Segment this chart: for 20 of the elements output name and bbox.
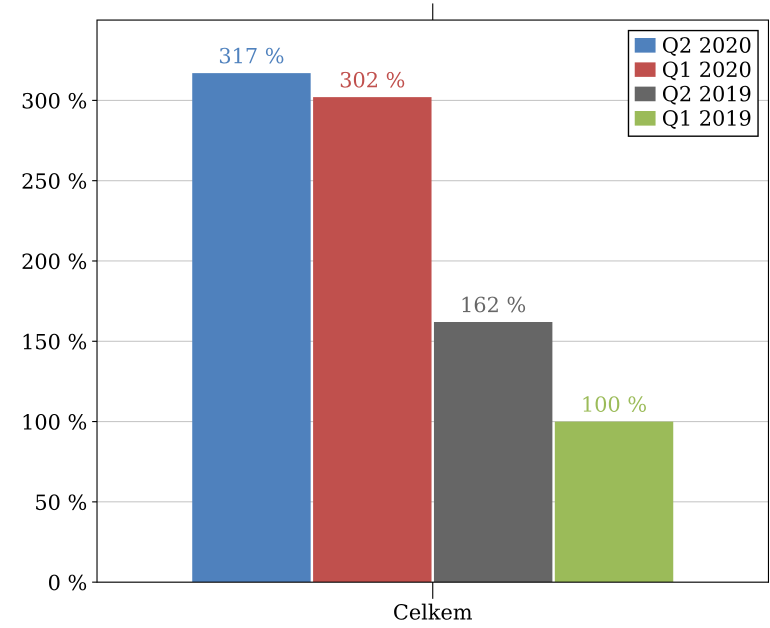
bar — [192, 73, 311, 582]
x-tick-label: Celkem — [394, 604, 472, 620]
legend-label: Q1 2019 — [662, 110, 750, 129]
data-label: 162 % — [462, 296, 526, 312]
y-tick-label: 300 % — [22, 92, 86, 109]
y-tick-label: 200 % — [22, 253, 86, 270]
legend-label: Q1 2020 — [662, 61, 750, 80]
data-label: 302 % — [340, 72, 404, 88]
y-tick-label: 100 % — [24, 414, 86, 430]
bar — [554, 422, 674, 582]
data-label: 317 % — [220, 48, 284, 64]
y-tick-label: 0 % — [49, 574, 86, 590]
y-tick-label: 150 % — [24, 334, 86, 350]
data-label: 100 % — [583, 396, 646, 412]
bar — [434, 322, 552, 582]
y-tick-label: 50 % — [36, 494, 86, 510]
legend-label: Q2 2020 — [662, 37, 750, 56]
bar — [313, 97, 432, 582]
legend-label: Q2 2019 — [662, 86, 750, 105]
y-tick-label: 250 % — [22, 173, 86, 189]
